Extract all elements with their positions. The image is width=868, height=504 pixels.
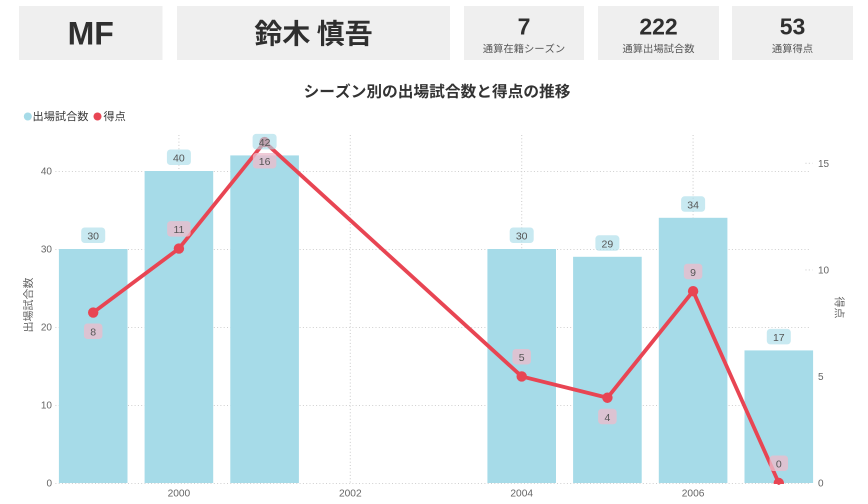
- svg-text:17: 17: [773, 332, 785, 344]
- svg-text:30: 30: [41, 245, 53, 256]
- svg-text:7: 7: [518, 14, 531, 40]
- svg-text:34: 34: [687, 199, 699, 211]
- svg-text:42: 42: [259, 137, 271, 149]
- svg-text:0: 0: [46, 479, 52, 490]
- svg-text:2006: 2006: [682, 489, 705, 500]
- svg-text:15: 15: [818, 159, 830, 170]
- svg-text:20: 20: [41, 323, 53, 334]
- svg-text:11: 11: [173, 224, 184, 236]
- svg-text:30: 30: [516, 231, 528, 243]
- svg-text:10: 10: [818, 266, 830, 277]
- svg-text:222: 222: [639, 14, 677, 40]
- svg-text:29: 29: [602, 238, 614, 250]
- svg-text:30: 30: [87, 231, 99, 243]
- svg-text:MF: MF: [68, 15, 114, 51]
- svg-text:40: 40: [41, 167, 53, 178]
- svg-text:2002: 2002: [339, 489, 362, 500]
- svg-text:0: 0: [776, 459, 782, 471]
- svg-text:10: 10: [41, 401, 53, 412]
- svg-text:5: 5: [519, 352, 525, 364]
- svg-text:5: 5: [818, 372, 824, 383]
- svg-text:4: 4: [604, 412, 610, 424]
- svg-text:2004: 2004: [510, 489, 533, 500]
- svg-text:9: 9: [690, 267, 696, 279]
- svg-text:0: 0: [818, 479, 824, 490]
- svg-text:53: 53: [780, 14, 806, 40]
- svg-text:8: 8: [90, 327, 96, 339]
- svg-text:16: 16: [259, 156, 271, 168]
- svg-text:2000: 2000: [168, 489, 191, 500]
- svg-text:40: 40: [173, 153, 185, 165]
